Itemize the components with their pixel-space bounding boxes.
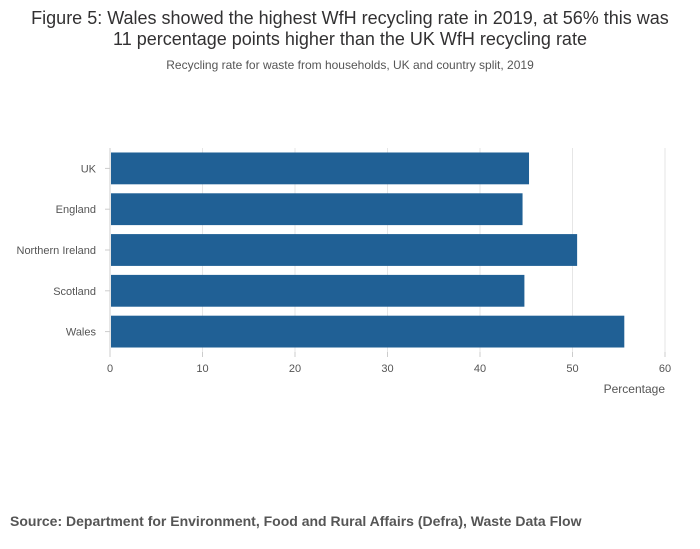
- x-axis-title: Percentage: [604, 382, 666, 396]
- category-label: Wales: [66, 327, 97, 339]
- category-label: Northern Ireland: [17, 245, 97, 257]
- category-labels: UK England Northern Ireland Scotland Wales: [17, 163, 110, 339]
- x-tick-label: 40: [474, 363, 486, 375]
- x-tick-label: 50: [566, 363, 578, 375]
- x-tick-label: 0: [107, 363, 113, 375]
- bar: [111, 274, 525, 307]
- bar: [111, 234, 578, 266]
- chart-title: Figure 5: Wales showed the highest WfH r…: [31, 8, 669, 49]
- category-label: England: [56, 204, 96, 216]
- x-tick-label: 10: [196, 363, 208, 375]
- x-tick-label: 20: [289, 363, 301, 375]
- source-note: Source: Department for Environment, Food…: [10, 513, 582, 529]
- bar: [111, 193, 523, 226]
- bars: [111, 152, 625, 348]
- category-label: Scotland: [53, 286, 96, 298]
- bar: [111, 315, 625, 348]
- category-label: UK: [81, 163, 97, 175]
- x-tick-label: 60: [659, 363, 671, 375]
- bar: [111, 152, 530, 185]
- x-tick-label: 30: [381, 363, 393, 375]
- x-tick-labels: 0 10 20 30 40 50 60: [107, 352, 671, 375]
- chart-subtitle: Recycling rate for waste from households…: [166, 58, 534, 72]
